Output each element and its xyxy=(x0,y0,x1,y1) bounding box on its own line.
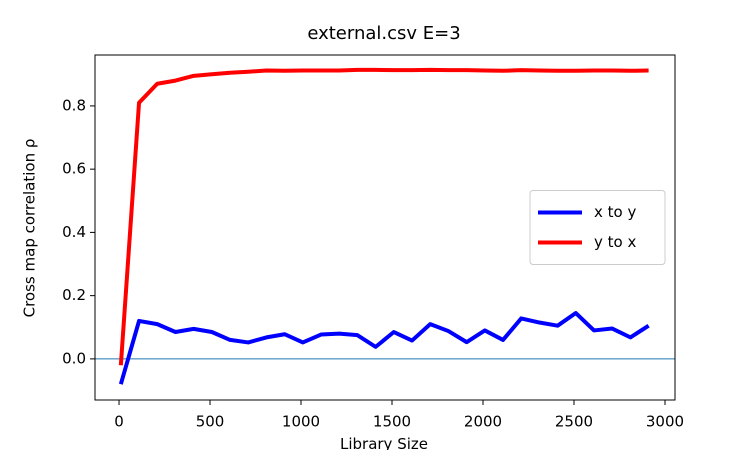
line-series xyxy=(118,67,649,366)
y-tick-label: 0.0 xyxy=(62,349,86,367)
legend-box xyxy=(529,190,666,265)
y-tick-label: 0.6 xyxy=(62,160,86,178)
legend-label: x to y xyxy=(594,203,636,221)
x-tick-label: 1500 xyxy=(373,413,411,431)
legend-label: y to x xyxy=(594,233,636,251)
y-axis-label: Cross map correlation ρ xyxy=(21,139,39,318)
x-tick-label: 500 xyxy=(196,413,225,431)
line-series xyxy=(118,311,650,385)
x-tick-label: 2500 xyxy=(555,413,593,431)
x-tick-label: 0 xyxy=(114,413,124,431)
x-tick-label: 1000 xyxy=(282,413,320,431)
x-axis-label: Library Size xyxy=(340,435,428,450)
chart-title: external.csv E=3 xyxy=(307,23,460,44)
y-tick-label: 0.4 xyxy=(62,223,86,241)
x-tick-label: 2000 xyxy=(464,413,502,431)
y-tick-label: 0.8 xyxy=(62,96,86,114)
x-tick-label: 3000 xyxy=(646,413,684,431)
plot-frame xyxy=(94,54,676,401)
y-tick-label: 0.2 xyxy=(62,286,86,304)
